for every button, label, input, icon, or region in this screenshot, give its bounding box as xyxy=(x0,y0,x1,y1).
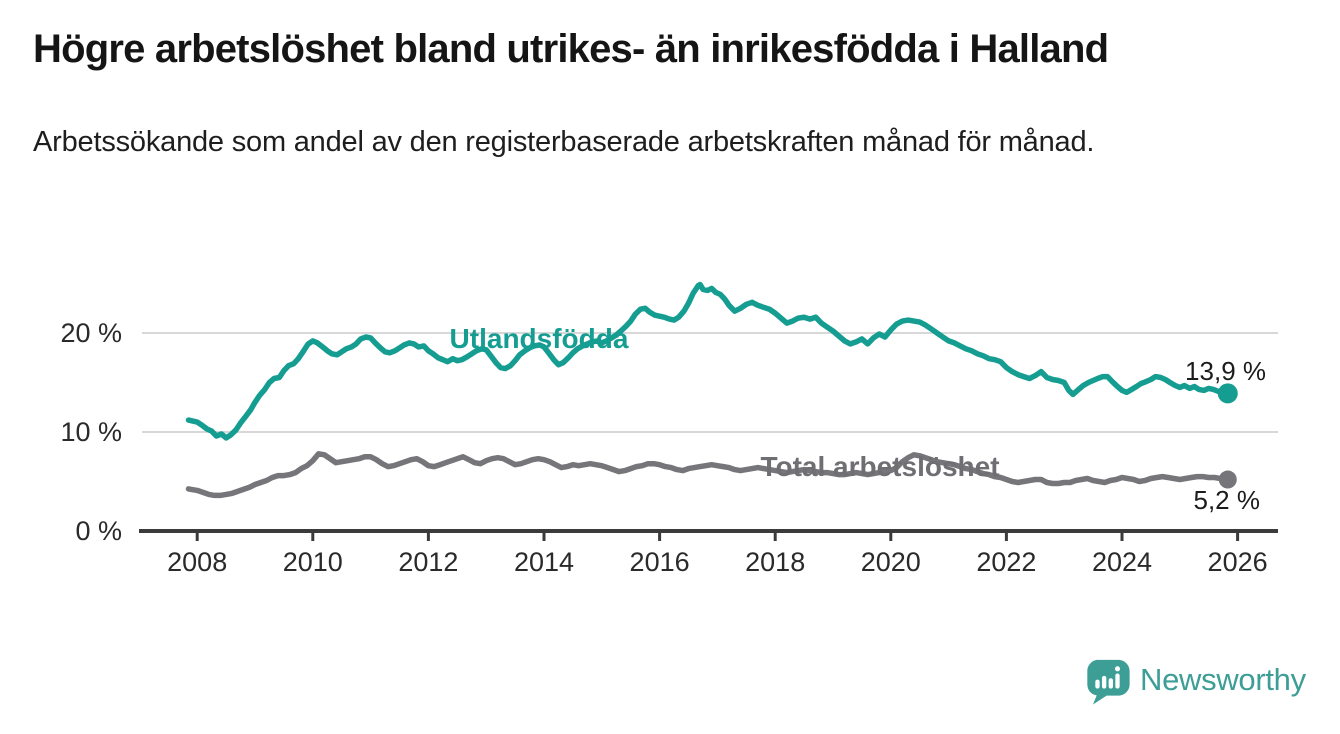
latest-value-total: 5,2 % xyxy=(1193,485,1261,515)
newsworthy-speech-bubble-bars-icon xyxy=(1087,659,1130,705)
x-axis-tick-label: 2012 xyxy=(398,547,459,577)
series-label-total-arbetsloshet: Total arbetslöshet xyxy=(760,451,1000,482)
newsworthy-wordmark: Newsworthy xyxy=(1140,662,1306,697)
x-axis-tick-label: 2008 xyxy=(167,547,228,577)
newsworthy-logo: Newsworthy xyxy=(1085,658,1306,705)
x-axis-tick-label: 2018 xyxy=(745,547,806,577)
total-arbetsloshet-end-dot xyxy=(1218,470,1237,489)
y-axis-tick-label: 20 % xyxy=(60,318,122,348)
y-axis-tick-label: 0 % xyxy=(75,516,122,546)
x-axis-tick-label: 2014 xyxy=(513,547,575,577)
latest-value-utlandsfodda: 13,9 % xyxy=(1185,356,1266,386)
utlandsfodda-line xyxy=(185,281,1231,441)
y-axis-tick-label: 10 % xyxy=(60,417,122,447)
x-axis-tick-label: 2016 xyxy=(629,547,690,577)
x-axis-tick-label: 2022 xyxy=(976,547,1037,577)
utlandsfodda-end-dot xyxy=(1217,383,1238,404)
x-axis-tick-label: 2020 xyxy=(860,547,921,577)
x-axis-tick-label: 2024 xyxy=(1091,547,1153,577)
page-subtitle: Arbetssökande som andel av den registerb… xyxy=(33,126,1095,158)
x-axis-tick-label: 2010 xyxy=(282,547,343,577)
series-label-utlandsfodda: Utlandsfödda xyxy=(449,323,629,354)
total-arbetsloshet-line xyxy=(185,451,1231,499)
page-title: Högre arbetslöshet bland utrikes- än inr… xyxy=(33,27,1109,71)
x-axis-tick-label: 2026 xyxy=(1207,547,1268,577)
